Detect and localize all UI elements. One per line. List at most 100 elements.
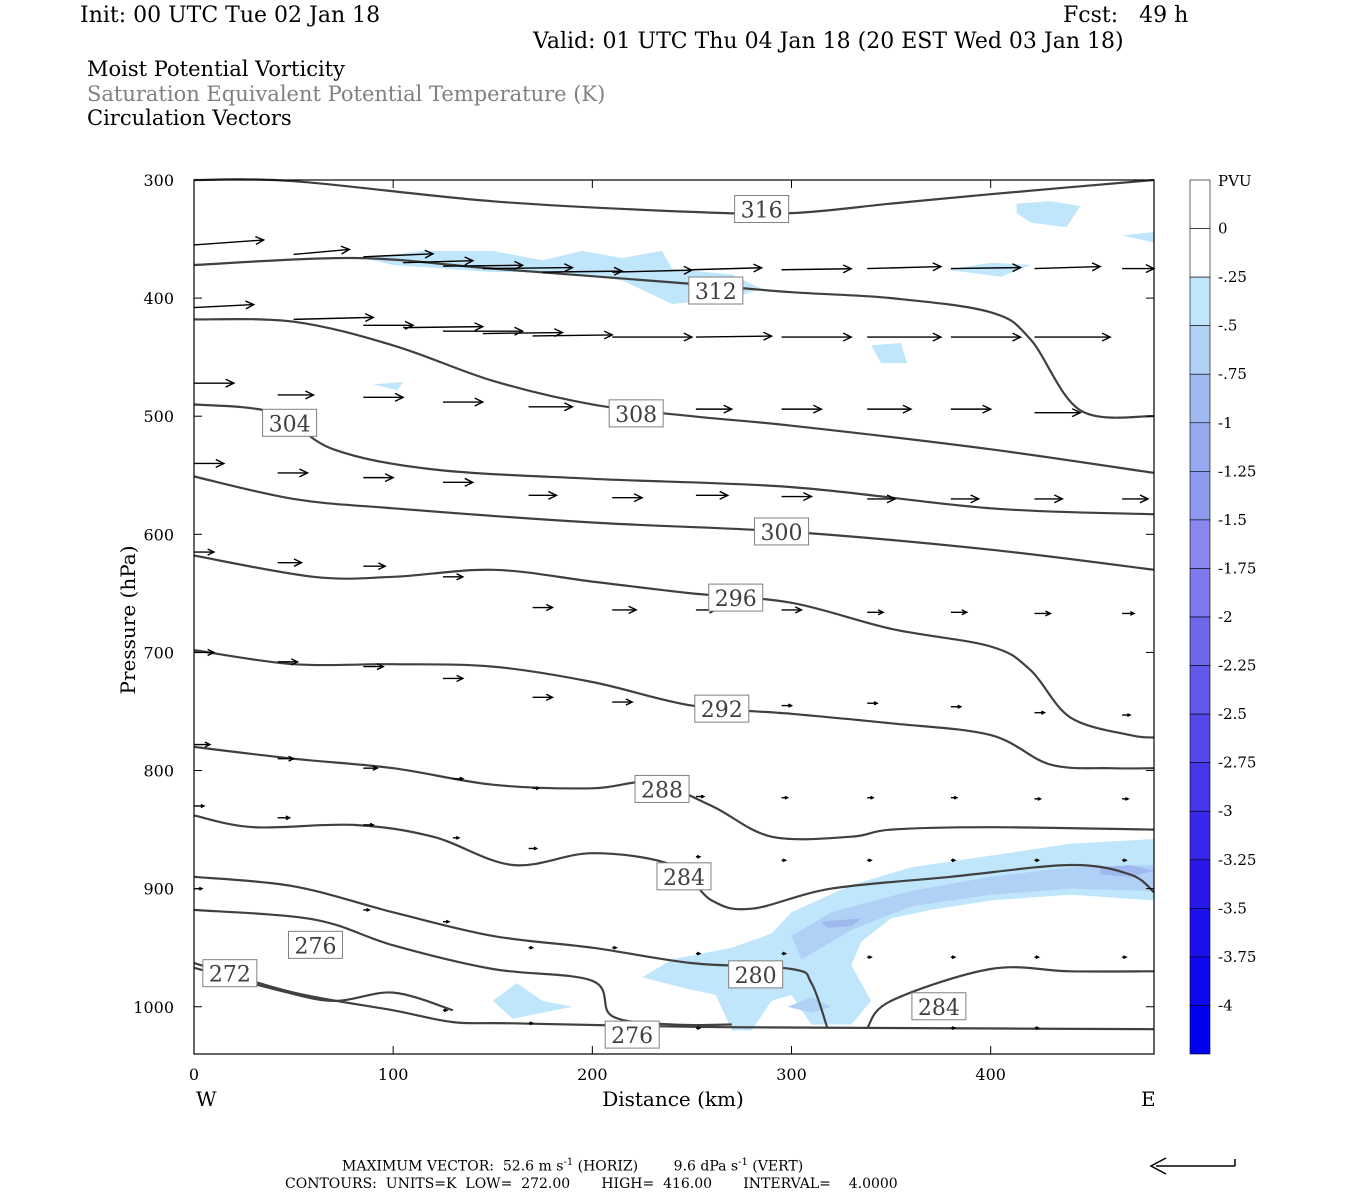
contour-label: 276 <box>287 930 343 959</box>
vector-head <box>255 235 266 246</box>
colorbar-label: -3.25 <box>1218 851 1256 869</box>
init-time: Init: 00 UTC Tue 02 Jan 18 <box>80 3 381 28</box>
circulation-vector <box>867 701 879 706</box>
vector-head <box>377 562 387 571</box>
vector-head <box>683 265 694 275</box>
y-axis-label: Pressure (hPa) <box>116 546 140 695</box>
west-label: W <box>196 1087 217 1111</box>
y-tick-label: 600 <box>143 525 174 544</box>
theta-contour <box>193 554 1155 739</box>
colorbar-cell <box>1189 762 1211 812</box>
vector-head <box>1053 494 1064 504</box>
contour-info: CONTOURS: UNITS=K LOW= 272.00 HIGH= 416.… <box>285 1176 898 1192</box>
vector-head <box>535 786 541 791</box>
contour-label-box <box>262 408 318 437</box>
circulation-vector <box>867 955 873 960</box>
vector-head <box>464 256 475 266</box>
circulation-vector <box>781 404 823 414</box>
vector-head <box>961 609 969 616</box>
circulation-vector <box>363 562 387 571</box>
vector-head <box>200 803 206 809</box>
theta-contours <box>193 178 1155 1031</box>
vector-head <box>696 1026 702 1030</box>
vector-head <box>299 468 310 478</box>
x-tick-label: 400 <box>975 1065 1006 1084</box>
colorbar-label: 0 <box>1218 220 1228 238</box>
vector-head <box>225 378 236 388</box>
circulation-vector <box>691 263 764 273</box>
circulation-vector <box>532 786 541 791</box>
circulation-vector <box>442 477 475 487</box>
contour-label: 276 <box>604 1020 660 1049</box>
colorbar-cell <box>1189 422 1211 472</box>
circulation-vector <box>781 606 804 614</box>
y-tick-label: 1000 <box>133 998 174 1017</box>
vector-head <box>753 263 764 273</box>
circulation-vector <box>781 332 853 342</box>
vector-head <box>794 606 804 614</box>
vector-head <box>285 815 292 821</box>
vector-head <box>1012 263 1023 273</box>
vector-head <box>245 300 256 310</box>
valid-time: Valid: 01 UTC Thu 04 Jan 18 (20 EST Wed … <box>533 29 1124 54</box>
circulation-vector <box>1034 796 1043 801</box>
vector-head <box>782 951 788 956</box>
vector-head <box>902 404 913 414</box>
circulation-vector <box>950 955 957 960</box>
vector-head <box>474 397 485 407</box>
forecast-hour: Fcst: 49 h <box>1063 3 1189 28</box>
vector-shaft <box>403 325 483 329</box>
vector-head <box>932 332 943 342</box>
pv-region <box>821 918 862 928</box>
circulation-vector <box>612 605 638 615</box>
colorbar-cell <box>1189 1005 1211 1055</box>
colorbar-label: -.75 <box>1218 365 1247 383</box>
colorbar-label: -.25 <box>1218 268 1247 286</box>
y-tick-label: 300 <box>143 171 174 190</box>
vector-shaft <box>193 303 254 309</box>
circulation-vector <box>363 662 385 671</box>
colorbar-label: -2 <box>1218 608 1233 626</box>
pv-region <box>871 343 907 364</box>
colorbar-cell <box>1189 568 1211 618</box>
vector-head <box>870 795 875 800</box>
circulation-vector <box>532 603 555 612</box>
circulation-vector <box>528 1021 535 1026</box>
contour-label-text: 284 <box>918 996 960 1021</box>
vector-head <box>868 955 873 960</box>
y-tick-label: 400 <box>143 289 174 308</box>
vector-head <box>1071 408 1082 418</box>
vector-shaft <box>542 270 623 273</box>
circulation-vector <box>867 494 897 504</box>
x-tick-label: 100 <box>378 1065 409 1084</box>
x-tick-label: 300 <box>776 1065 807 1084</box>
circulation-vector <box>363 907 371 912</box>
x-tick-label: 200 <box>577 1065 608 1084</box>
vector-shaft <box>691 267 762 271</box>
vector-head <box>1130 611 1136 616</box>
colorbar-label: -1.75 <box>1218 559 1256 577</box>
colorbar-cell <box>1189 471 1211 521</box>
contour-label: 272 <box>202 959 258 988</box>
vector-head <box>628 605 638 615</box>
contour-labels: 316 312 308 304 300 296 292 288 284 284 280 276 276 2… <box>202 195 967 1049</box>
vector-shaft <box>532 334 613 337</box>
contour-label: 300 <box>754 517 810 546</box>
vert-exp: -1 <box>738 1157 748 1168</box>
vector-head <box>563 263 575 273</box>
contour-label-box <box>604 1020 660 1049</box>
colorbar-cell <box>1189 179 1211 229</box>
circulation-vector <box>363 392 405 402</box>
vector-head <box>886 494 897 504</box>
theta-contour <box>193 649 1155 770</box>
colorbar-unit: PVU <box>1218 172 1252 190</box>
circulation-vectors <box>193 235 1156 1030</box>
circulation-vector <box>612 698 634 706</box>
circulation-vector <box>363 249 435 259</box>
circulation-vector <box>612 493 644 503</box>
vector-head <box>1012 332 1023 342</box>
vector-head <box>207 548 216 556</box>
vector-head <box>696 854 702 859</box>
horiz-exp: -1 <box>563 1157 574 1168</box>
vector-head <box>957 704 963 709</box>
